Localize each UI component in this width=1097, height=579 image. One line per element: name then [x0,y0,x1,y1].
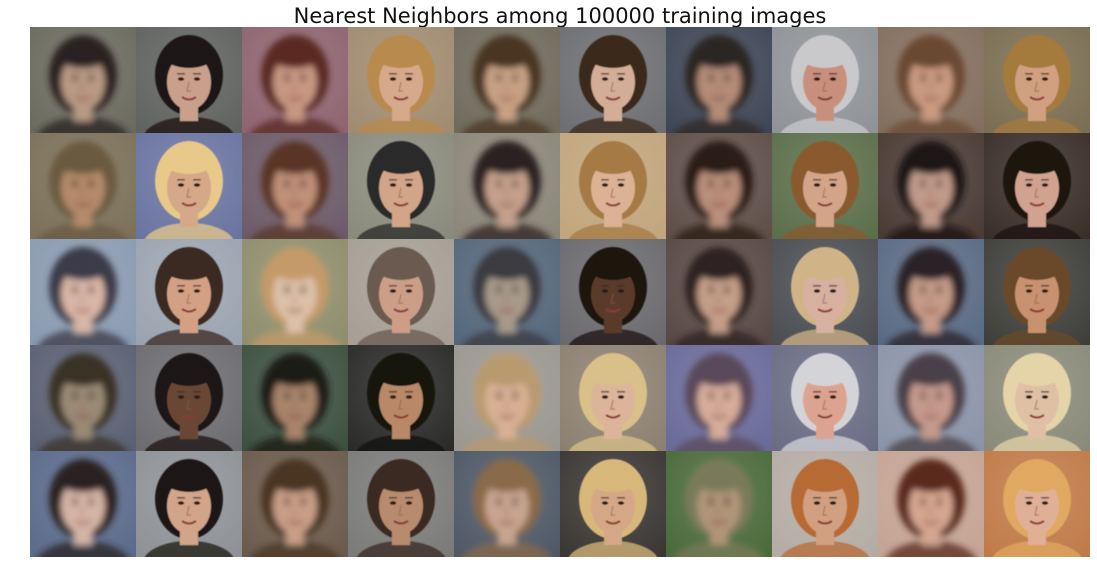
face-image-r3-c1 [30,239,136,345]
face-image-r5-c1 [30,451,136,557]
face-image-r1-c1 [30,27,136,133]
face-image-r1-c10 [984,27,1090,133]
face-image-r4-c4 [348,345,454,451]
face-image-r5-c9 [878,451,984,557]
face-image-r4-c9 [878,345,984,451]
face-image-r3-c10 [984,239,1090,345]
face-image-r2-c5 [454,133,560,239]
face-image-r2-c10 [984,133,1090,239]
face-image-r1-c8 [772,27,878,133]
face-image-r5-c10 [984,451,1090,557]
face-image-r2-c2 [136,133,242,239]
face-image-r3-c9 [878,239,984,345]
face-image-r1-c7 [666,27,772,133]
face-image-r3-c6 [560,239,666,345]
face-image-r2-c4 [348,133,454,239]
face-image-r1-c6 [560,27,666,133]
face-image-r2-c6 [560,133,666,239]
face-image-r4-c7 [666,345,772,451]
face-image-r3-c2 [136,239,242,345]
face-image-r1-c5 [454,27,560,133]
face-image-r2-c3 [242,133,348,239]
face-image-r5-c4 [348,451,454,557]
face-image-r4-c6 [560,345,666,451]
face-image-r3-c5 [454,239,560,345]
face-image-r1-c4 [348,27,454,133]
face-image-r3-c3 [242,239,348,345]
face-image-r2-c8 [772,133,878,239]
face-image-r4-c3 [242,345,348,451]
face-image-r3-c7 [666,239,772,345]
face-image-r5-c8 [772,451,878,557]
face-image-grid [30,27,1090,557]
face-image-r5-c5 [454,451,560,557]
face-image-r3-c8 [772,239,878,345]
face-image-r3-c4 [348,239,454,345]
face-image-r2-c9 [878,133,984,239]
face-image-r5-c2 [136,451,242,557]
face-image-r1-c3 [242,27,348,133]
face-image-r4-c8 [772,345,878,451]
face-image-r4-c5 [454,345,560,451]
face-image-r4-c10 [984,345,1090,451]
figure-title: Nearest Neighbors among 100000 training … [293,4,827,28]
face-image-r5-c6 [560,451,666,557]
face-image-r1-c9 [878,27,984,133]
face-image-r2-c7 [666,133,772,239]
face-image-r4-c2 [136,345,242,451]
face-image-r5-c7 [666,451,772,557]
face-image-r1-c2 [136,27,242,133]
face-image-r4-c1 [30,345,136,451]
face-image-r5-c3 [242,451,348,557]
face-image-r2-c1 [30,133,136,239]
